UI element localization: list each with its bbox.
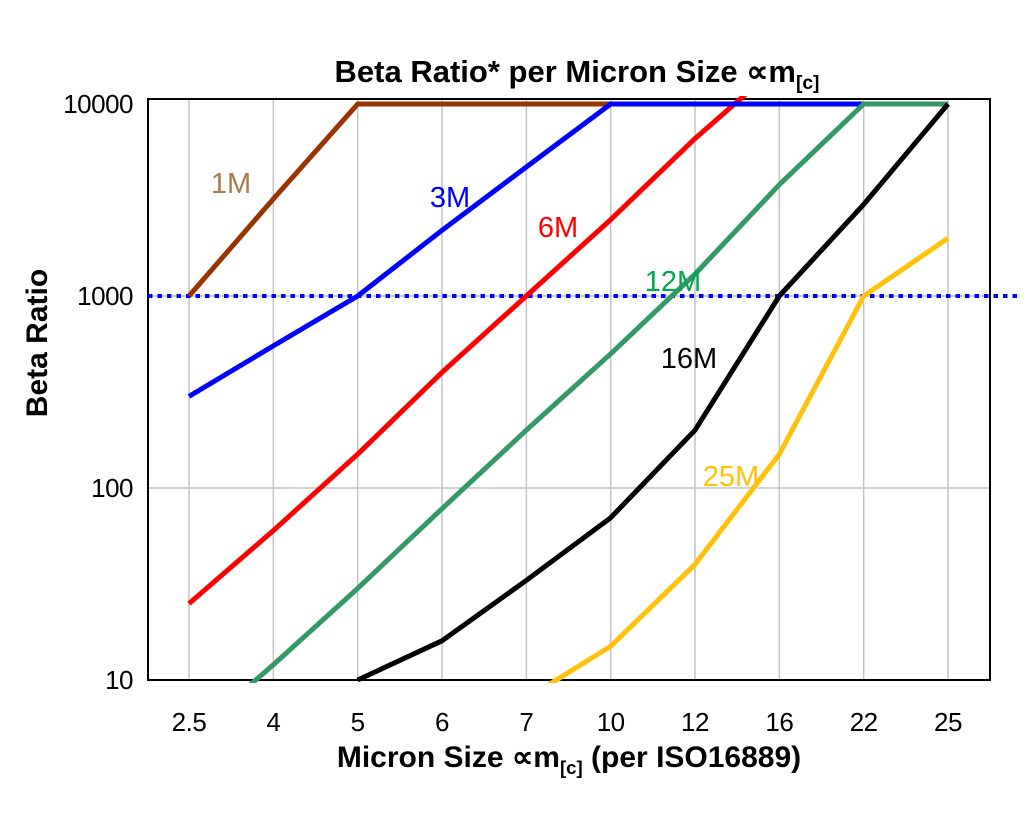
chart-title-main: Beta Ratio* per Micron Size <box>334 54 747 89</box>
x-axis-title-symbol: ∝m <box>511 741 560 774</box>
series-label-3M: 3M <box>430 182 470 214</box>
series-line-1M <box>187 101 611 298</box>
chart-title: Beta Ratio* per Micron Size ∝m[c] <box>148 54 1006 95</box>
x-axis-title-suffix: (per ISO16889) <box>582 741 802 774</box>
series-line-6M <box>187 96 748 606</box>
series-line-16M <box>356 102 950 683</box>
y-tick-label-10: 10 <box>105 665 133 695</box>
chart-title-symbol: ∝m <box>746 54 796 89</box>
series-label-16M: 16M <box>661 343 717 375</box>
x-axis-title-subscript: [c] <box>559 757 583 778</box>
series-label-1M: 1M <box>211 168 251 200</box>
x-tick-label-25: 25 <box>934 707 962 737</box>
x-tick-label-12: 12 <box>681 707 709 737</box>
series-line-12M <box>248 101 948 683</box>
series-label-6M: 6M <box>538 212 578 244</box>
x-tick-label-2.5: 2.5 <box>172 707 207 737</box>
x-tick-label-5: 5 <box>351 707 365 737</box>
x-tick-label-4: 4 <box>266 707 280 737</box>
x-tick-label-7: 7 <box>519 707 533 737</box>
series-label-25M: 25M <box>703 461 759 493</box>
y-tick-label-10000: 10000 <box>63 89 133 119</box>
x-axis-title-main: Micron Size <box>336 741 512 774</box>
plot-border <box>147 98 991 681</box>
x-tick-label-6: 6 <box>435 707 449 737</box>
y-tick-label-100: 100 <box>91 473 133 503</box>
x-tick-label-10: 10 <box>597 707 625 737</box>
chart-title-subscript: [c] <box>795 73 820 95</box>
x-tick-label-16: 16 <box>765 707 793 737</box>
series-line-25M <box>546 236 950 683</box>
x-axis-title: Micron Size ∝m[c] (per ISO16889) <box>148 740 990 779</box>
y-axis-title: Beta Ratio <box>21 268 54 418</box>
x-tick-label-22: 22 <box>850 707 878 737</box>
series-label-12M: 12M <box>645 266 701 298</box>
series-line-3M <box>187 101 948 399</box>
y-tick-label-1000: 1000 <box>77 281 133 311</box>
